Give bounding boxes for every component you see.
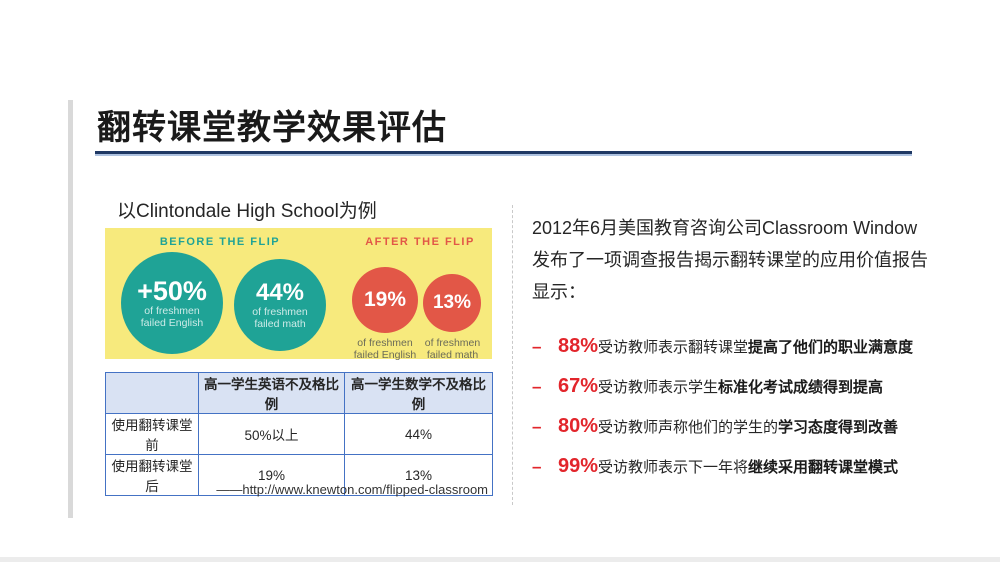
stat-circle-math-after: 13% — [423, 274, 481, 332]
table-header-math: 高一学生数学不及格比例 — [344, 372, 493, 414]
cell-english-after: 19% — [198, 454, 345, 496]
bullet-dash: – — [532, 377, 542, 396]
table-header-row: 高一学生英语不及格比例 高一学生数学不及格比例 — [105, 372, 493, 414]
before-flip-label: BEFORE THE FLIP — [159, 236, 281, 248]
flip-infographic: BEFORE THE FLIP AFTER THE FLIP +50% of f… — [105, 228, 492, 361]
bullet-text: 受访教师声称他们的学生的 — [598, 419, 779, 436]
bullet-dash: – — [532, 417, 542, 436]
stat-circle-math-before: 44% of freshmen failed math — [234, 259, 326, 351]
bullet-dash: – — [532, 457, 542, 476]
bullet-text: 受访教师表示学生 — [598, 379, 719, 396]
source-citation: ——http://www.knewton.com/flipped-classro… — [216, 482, 488, 497]
case-subtitle: 以Clintondale High School为例 — [117, 201, 377, 222]
bullet-text-bold: 提高了他们的职业满意度 — [748, 339, 914, 356]
left-accent-bar — [68, 100, 73, 518]
cell-math-after: 13% — [344, 454, 493, 496]
stat-caption-line1: of freshmen — [144, 305, 200, 318]
cell-math-before: 44% — [344, 413, 493, 455]
report-intro-text: 2012年6月美国教育咨询公司Classroom Window发布了一项调查报告… — [532, 218, 928, 302]
survey-report-panel: 2012年6月美国教育咨询公司Classroom Window发布了一项调查报告… — [532, 212, 928, 495]
page-title: 翻转课堂教学效果评估 — [97, 109, 447, 147]
row-label: 使用翻转课堂后 — [105, 454, 199, 496]
stat-circle-english-after: 19% — [352, 267, 418, 333]
stat-caption-english-after: of freshmen failed English — [345, 337, 425, 361]
bullet-percent: 88% — [558, 335, 599, 357]
bullet-text: 受访教师表示下一年将 — [598, 459, 749, 476]
stat-circle-english-before: +50% of freshmen failed English — [121, 252, 223, 354]
table-row: 使用翻转课堂后 19% 13% — [105, 454, 493, 496]
failure-rate-table: 高一学生英语不及格比例 高一学生数学不及格比例 使用翻转课堂前 50%以上 44… — [105, 372, 493, 496]
stat-caption-math-after: of freshmen failed math — [415, 337, 490, 361]
bullet-text-bold: 标准化考试成绩得到提高 — [718, 379, 884, 396]
row-label: 使用翻转课堂前 — [105, 413, 199, 455]
stat-caption-line2: failed English — [353, 349, 417, 361]
cell-english-before: 50%以上 — [198, 413, 345, 455]
table-header-english: 高一学生英语不及格比例 — [198, 372, 345, 414]
stat-caption-line2: failed math — [426, 349, 479, 361]
bullet-text: 受访教师表示翻转课堂 — [598, 339, 749, 356]
after-flip-label: AFTER THE FLIP — [365, 236, 475, 248]
bullet-dash: – — [532, 337, 542, 356]
title-divider — [95, 151, 912, 154]
bullet-text-bold: 学习态度得到改善 — [778, 419, 899, 436]
stat-bullet-test-scores: – 67% 受访教师表示学生 标准化考试成绩得到提高 — [532, 375, 928, 399]
stat-value: 19% — [363, 287, 407, 311]
bullet-percent: 99% — [558, 455, 599, 477]
stat-caption-line1: of freshmen — [357, 337, 413, 349]
stat-caption-line2: failed English — [140, 317, 204, 330]
report-bullet-list: – 88% 受访教师表示翻转课堂 提高了他们的职业满意度 – 67% 受访教师表示学生… — [532, 335, 928, 479]
bullet-percent: 67% — [558, 375, 599, 397]
slide-bottom-edge — [0, 557, 1000, 562]
stat-caption-line1: of freshmen — [424, 337, 481, 349]
stat-caption-line2: failed math — [254, 317, 306, 330]
stat-value: +50% — [137, 275, 207, 306]
stat-caption-line1: of freshmen — [252, 305, 308, 318]
bullet-percent: 80% — [558, 415, 599, 437]
stat-bullet-attitude: – 80% 受访教师声称他们的学生的 学习态度得到改善 — [532, 415, 928, 439]
stat-bullet-satisfaction: – 88% 受访教师表示翻转课堂 提高了他们的职业满意度 — [532, 335, 928, 359]
table-row: 使用翻转课堂前 50%以上 44% — [105, 413, 493, 455]
vertical-dashed-divider — [512, 205, 513, 505]
table-header-empty — [105, 372, 199, 414]
stat-value: 44% — [255, 279, 305, 307]
stat-bullet-continue: – 99% 受访教师表示下一年将 继续采用翻转课堂模式 — [532, 455, 928, 479]
bullet-text-bold: 继续采用翻转课堂模式 — [748, 459, 899, 476]
stat-value: 13% — [432, 292, 472, 314]
